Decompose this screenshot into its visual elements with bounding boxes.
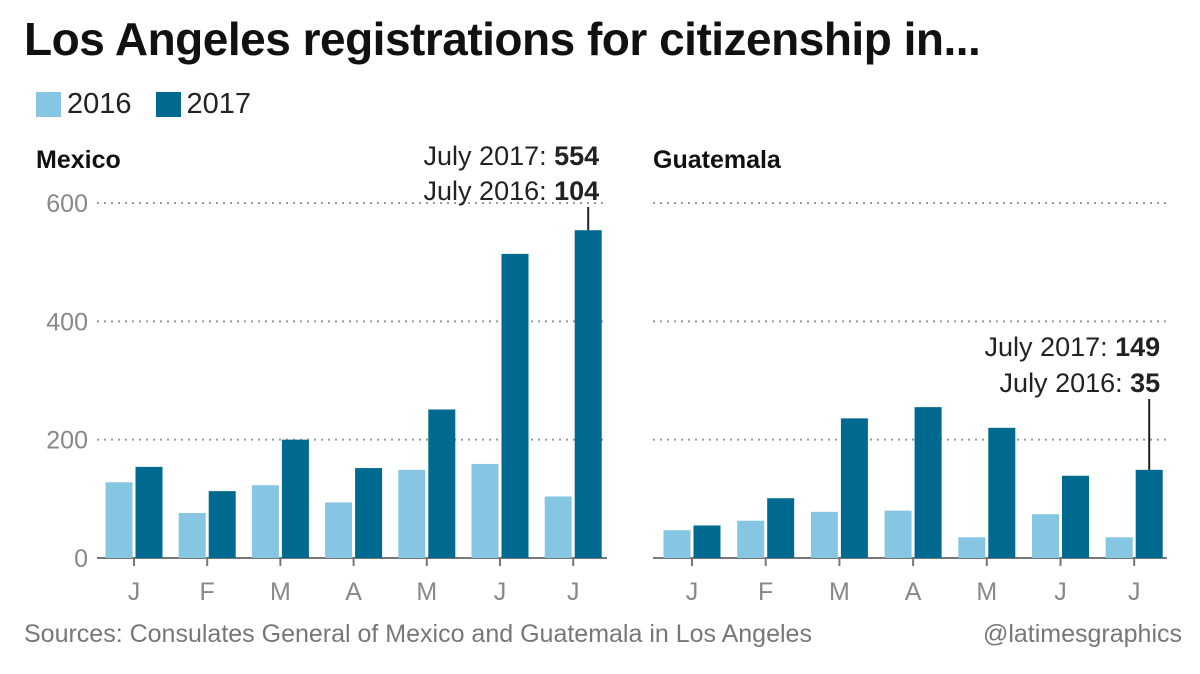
bar-guatemala-2016-0 (663, 530, 691, 558)
bar-guatemala-2017-0 (693, 525, 721, 558)
source-note: Sources: Consulates General of Mexico an… (24, 620, 812, 648)
bar-guatemala-2017-6 (1135, 469, 1163, 558)
annotation-line2-0: July 2016: 104 (424, 176, 600, 206)
x-tick-label-1-1: F (758, 578, 773, 606)
annotation-line1-0: July 2017: 554 (424, 141, 600, 171)
legend-label-2017: 2017 (186, 88, 252, 120)
annotation-line1-1: July 2017: 149 (985, 332, 1161, 362)
y-tick-label-0: 0 (74, 545, 88, 573)
annotation-line2-1: July 2016: 35 (1000, 368, 1161, 398)
annotation-value-2-0: 104 (554, 176, 599, 206)
annotation-label-2-0: July 2016: (424, 176, 555, 206)
legend-swatch-2016 (36, 92, 61, 117)
bar-guatemala-2016-1 (737, 520, 765, 558)
x-tick-label-0-5: J (494, 578, 507, 606)
bar-guatemala-2017-5 (1062, 475, 1089, 558)
bar-mexico-2016-4 (398, 469, 426, 558)
x-tick-label-1-4: M (976, 578, 997, 606)
bar-mexico-2017-1 (208, 491, 236, 558)
bar-guatemala-2017-2 (840, 418, 868, 558)
bar-guatemala-2017-1 (767, 498, 795, 558)
bar-mexico-2017-6 (574, 230, 602, 558)
x-tick-label-1-5: J (1054, 578, 1067, 606)
bar-mexico-2016-5 (471, 463, 499, 558)
x-tick-label-1-0: J (686, 578, 699, 606)
bar-mexico-2016-6 (544, 496, 572, 558)
annotation-value-2-1: 35 (1130, 368, 1160, 398)
x-tick-label-1-3: A (905, 578, 922, 606)
y-tick-label-400: 400 (46, 308, 88, 336)
bar-guatemala-2017-4 (988, 427, 1016, 558)
x-tick-label-0-4: M (416, 578, 437, 606)
legend-swatch-2017 (155, 92, 181, 117)
credit-note: @latimesgraphics (982, 620, 1182, 648)
bar-guatemala-2017-3 (914, 407, 942, 558)
bar-mexico-2016-3 (325, 502, 353, 558)
bar-mexico-2017-2 (281, 439, 309, 558)
legend-item-2016: 2016 (36, 88, 132, 121)
bar-guatemala-2016-3 (884, 510, 912, 558)
bar-guatemala-2016-4 (958, 537, 986, 558)
bar-mexico-2016-1 (178, 513, 206, 558)
bar-mexico-2017-4 (428, 409, 456, 558)
bar-guatemala-2016-2 (810, 511, 838, 558)
bar-mexico-2016-2 (251, 485, 279, 558)
annotation-label-1-1: July 2017: (985, 332, 1116, 362)
bar-mexico-2016-0 (105, 482, 133, 558)
legend-label-2016: 2016 (67, 88, 132, 120)
x-tick-label-0-3: A (345, 578, 362, 606)
legend-item-2017: 2017 (155, 88, 252, 121)
bar-mexico-2017-0 (135, 466, 163, 558)
x-tick-label-0-1: F (200, 578, 215, 606)
annotation-value-1-1: 149 (1115, 332, 1160, 362)
y-tick-label-600: 600 (46, 190, 88, 218)
bar-guatemala-2016-6 (1105, 537, 1133, 558)
x-tick-label-0-0: J (128, 578, 141, 606)
x-tick-label-1-6: J (1128, 578, 1141, 606)
chart-title: Los Angeles registrations for citizenshi… (24, 13, 981, 65)
bar-mexico-2017-5 (501, 253, 529, 558)
x-tick-label-1-2: M (829, 578, 850, 606)
annotation-label-2-1: July 2016: (1000, 368, 1131, 398)
x-tick-label-0-6: J (567, 578, 580, 606)
panel-title-1: Guatemala (653, 146, 782, 174)
annotation-label-1-0: July 2017: (424, 141, 555, 171)
y-tick-label-200: 200 (46, 427, 88, 455)
annotation-value-1-0: 554 (554, 141, 599, 171)
bar-mexico-2017-3 (355, 468, 383, 558)
bar-guatemala-2016-5 (1032, 514, 1059, 558)
legend: 2016 2017 (36, 88, 275, 121)
x-tick-label-0-2: M (270, 578, 291, 606)
panel-title-0: Mexico (36, 146, 121, 174)
